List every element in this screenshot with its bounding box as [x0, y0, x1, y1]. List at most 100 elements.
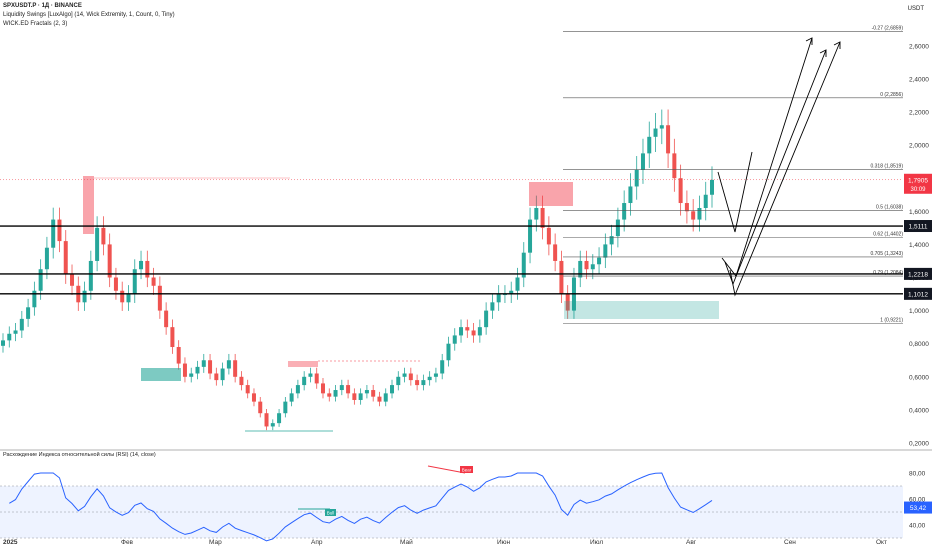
projection-arrow	[724, 49, 827, 286]
candle-body	[214, 373, 219, 381]
rsi-bull-label: Bull	[327, 511, 335, 516]
price-tick-label: 0,6000	[909, 374, 929, 381]
candle-body	[691, 211, 696, 220]
price-tick-label: 1,0000	[909, 308, 929, 315]
candle-body	[251, 393, 256, 402]
candle-body	[95, 227, 100, 261]
time-axis-label: Май	[400, 538, 413, 546]
arrow-head	[805, 37, 813, 45]
candle-body	[327, 393, 332, 397]
candle-body	[107, 244, 112, 278]
candle-body	[415, 380, 420, 386]
candle-body	[339, 385, 344, 391]
candle-body	[465, 327, 470, 331]
candle-body	[559, 260, 564, 295]
candle-body	[496, 294, 501, 303]
liquidity-zone-low	[564, 301, 719, 319]
current-price-label: 1,7905	[908, 177, 928, 184]
candle-body	[509, 290, 514, 295]
candle-body	[603, 244, 608, 258]
candle-body	[277, 413, 282, 424]
candle-body	[697, 207, 702, 220]
arrow-head	[819, 49, 827, 57]
rsi-value-badge	[904, 501, 932, 514]
candle-body	[283, 401, 288, 414]
level-price-label: 1,1012	[908, 291, 928, 298]
time-axis-label: Июн	[497, 539, 511, 546]
candle-body	[101, 227, 106, 245]
price-tick-label: 0,4000	[909, 407, 929, 414]
candle-body	[7, 333, 12, 341]
projection-drawing	[717, 151, 753, 233]
rsi-indicator-title[interactable]: Расхождение Индекса относительной силы (…	[3, 452, 156, 458]
candle-body	[459, 327, 464, 336]
candle-body	[634, 169, 639, 187]
candle-body	[659, 125, 664, 129]
candle-body	[609, 236, 614, 245]
candle-body	[289, 393, 294, 402]
candle-body	[421, 380, 426, 386]
candle-body	[302, 376, 307, 386]
candle-body	[528, 219, 533, 253]
candle-body	[13, 330, 18, 334]
candle-body	[684, 203, 689, 212]
price-tick-label: 2,6000	[909, 43, 929, 50]
candle-body	[383, 393, 388, 402]
candle-body	[490, 302, 495, 311]
level-price-label: 1,2218	[908, 271, 928, 278]
candle-body	[176, 347, 181, 364]
rsi-band	[0, 486, 903, 538]
rsi-bull-badge	[325, 509, 336, 516]
fib-level-label: 0.5 (1,6038)	[876, 205, 903, 211]
level-price-badge	[904, 220, 932, 233]
fib-level-label: 0.318 (1,8519)	[870, 164, 903, 170]
price-tick-label: 0,8000	[909, 341, 929, 348]
candle-body	[371, 390, 376, 397]
candle-body	[521, 252, 526, 278]
candle-body	[26, 307, 31, 319]
level-price-badge	[904, 267, 932, 280]
candle-body	[433, 373, 438, 377]
candle-body	[233, 360, 238, 377]
candle-body	[182, 363, 187, 377]
candle-body	[672, 153, 677, 179]
symbol-title: SPXUSDT.P · 1Д · BINANCE	[3, 3, 82, 9]
currency-label: USDT	[907, 6, 924, 12]
candle-body	[189, 373, 194, 377]
candle-body	[145, 260, 150, 278]
liquidity-swings-indicator-label[interactable]: Liquidity Swings [LuxAlgo] (14, Wick Ext…	[3, 12, 175, 18]
price-tick-label: 1,4000	[909, 242, 929, 249]
candle-body	[615, 219, 620, 237]
price-tick-label: 2,4000	[909, 76, 929, 83]
price-tick-label: 2,0000	[909, 143, 929, 150]
candle-body	[703, 194, 708, 208]
liquidity-zone-low	[141, 368, 181, 381]
candle-body	[220, 368, 225, 381]
liquidity-zone-high	[288, 361, 318, 367]
candle-body	[208, 360, 213, 374]
candle-body	[19, 318, 24, 331]
candle-body	[295, 385, 300, 394]
bar-countdown-label: 30:09	[910, 187, 926, 193]
candle-body	[565, 294, 570, 311]
fractals-indicator-label[interactable]: WICK.ED Fractals (2, 3)	[3, 21, 68, 27]
candle-body	[678, 178, 683, 204]
candle-body	[38, 269, 43, 291]
candle-body	[484, 310, 489, 328]
candle-body	[308, 373, 313, 377]
time-axis-label: Сен	[784, 539, 796, 546]
candle-body	[427, 376, 432, 381]
candle-body	[57, 219, 62, 242]
candle-body	[590, 264, 595, 270]
price-tick-label: 2,2000	[909, 110, 929, 117]
rsi-tick-label: 80,00	[909, 471, 926, 478]
candle-body	[258, 401, 263, 414]
candle-body	[578, 260, 583, 278]
candle-body	[120, 290, 125, 303]
candle-body	[139, 260, 144, 270]
projection-arrow	[729, 41, 841, 297]
candle-body	[70, 274, 75, 286]
current-price-badge	[904, 173, 932, 194]
candle-body	[32, 290, 37, 308]
